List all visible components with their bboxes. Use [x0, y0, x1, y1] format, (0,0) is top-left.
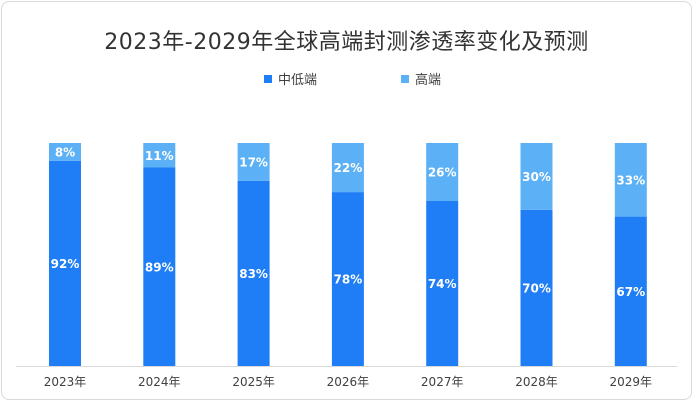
- bar-low-mid-5: [520, 209, 553, 366]
- x-tick-label-4: 2027年: [421, 375, 464, 389]
- data-label-high-end-3: 22%: [334, 161, 363, 175]
- bar-low-mid-3: [331, 192, 364, 366]
- data-label-low-mid-0: 92%: [51, 257, 80, 271]
- bar-low-mid-1: [143, 167, 176, 366]
- bar-high-end-2: [237, 143, 270, 181]
- x-tick-label-0: 2023年: [44, 375, 87, 389]
- bar-low-mid-0: [49, 160, 81, 366]
- data-label-high-end-4: 26%: [428, 166, 457, 180]
- chart-legend: 中低端 高端: [2, 69, 691, 89]
- legend-swatch-low-mid: [264, 74, 272, 83]
- data-label-low-mid-4: 74%: [428, 277, 457, 291]
- bar-high-end-4: [426, 143, 459, 201]
- x-tick-label-5: 2028年: [515, 375, 558, 389]
- bar-high-end-1: [143, 143, 176, 168]
- data-label-high-end-2: 17%: [239, 156, 268, 170]
- bar-low-mid-2: [237, 180, 270, 366]
- chart-title: 2023年-2029年全球高端封测渗透率变化及预测: [104, 30, 589, 55]
- x-tick-label-1: 2024年: [138, 375, 181, 389]
- x-tick-label-2: 2025年: [232, 375, 275, 389]
- data-label-low-mid-6: 67%: [616, 285, 645, 299]
- bar-high-end-3: [331, 143, 364, 193]
- data-label-low-mid-2: 83%: [239, 267, 268, 281]
- bar-high-end-5: [520, 143, 553, 210]
- legend-label-low-mid: 中低端: [278, 73, 318, 88]
- legend-swatch-high-end: [401, 74, 409, 83]
- bar-high-end-0: [49, 143, 81, 161]
- bar-low-mid-4: [426, 201, 459, 366]
- data-label-high-end-6: 33%: [616, 173, 645, 187]
- bar-high-end-6: [614, 143, 647, 217]
- x-tick-label-6: 2029年: [610, 375, 653, 389]
- data-label-low-mid-3: 78%: [334, 273, 363, 287]
- legend-label-high-end: 高端: [415, 73, 442, 88]
- legend-item-high-end: 高端: [401, 69, 441, 88]
- legend-item-low-mid: 中低端: [264, 69, 317, 88]
- data-label-high-end-1: 11%: [145, 149, 174, 163]
- bar-low-mid-6: [614, 216, 647, 366]
- data-label-high-end-0: 8%: [55, 145, 75, 159]
- data-label-high-end-5: 30%: [522, 170, 551, 184]
- data-label-low-mid-5: 70%: [522, 281, 551, 295]
- x-tick-label-3: 2026年: [327, 375, 370, 389]
- data-label-low-mid-1: 89%: [145, 260, 174, 274]
